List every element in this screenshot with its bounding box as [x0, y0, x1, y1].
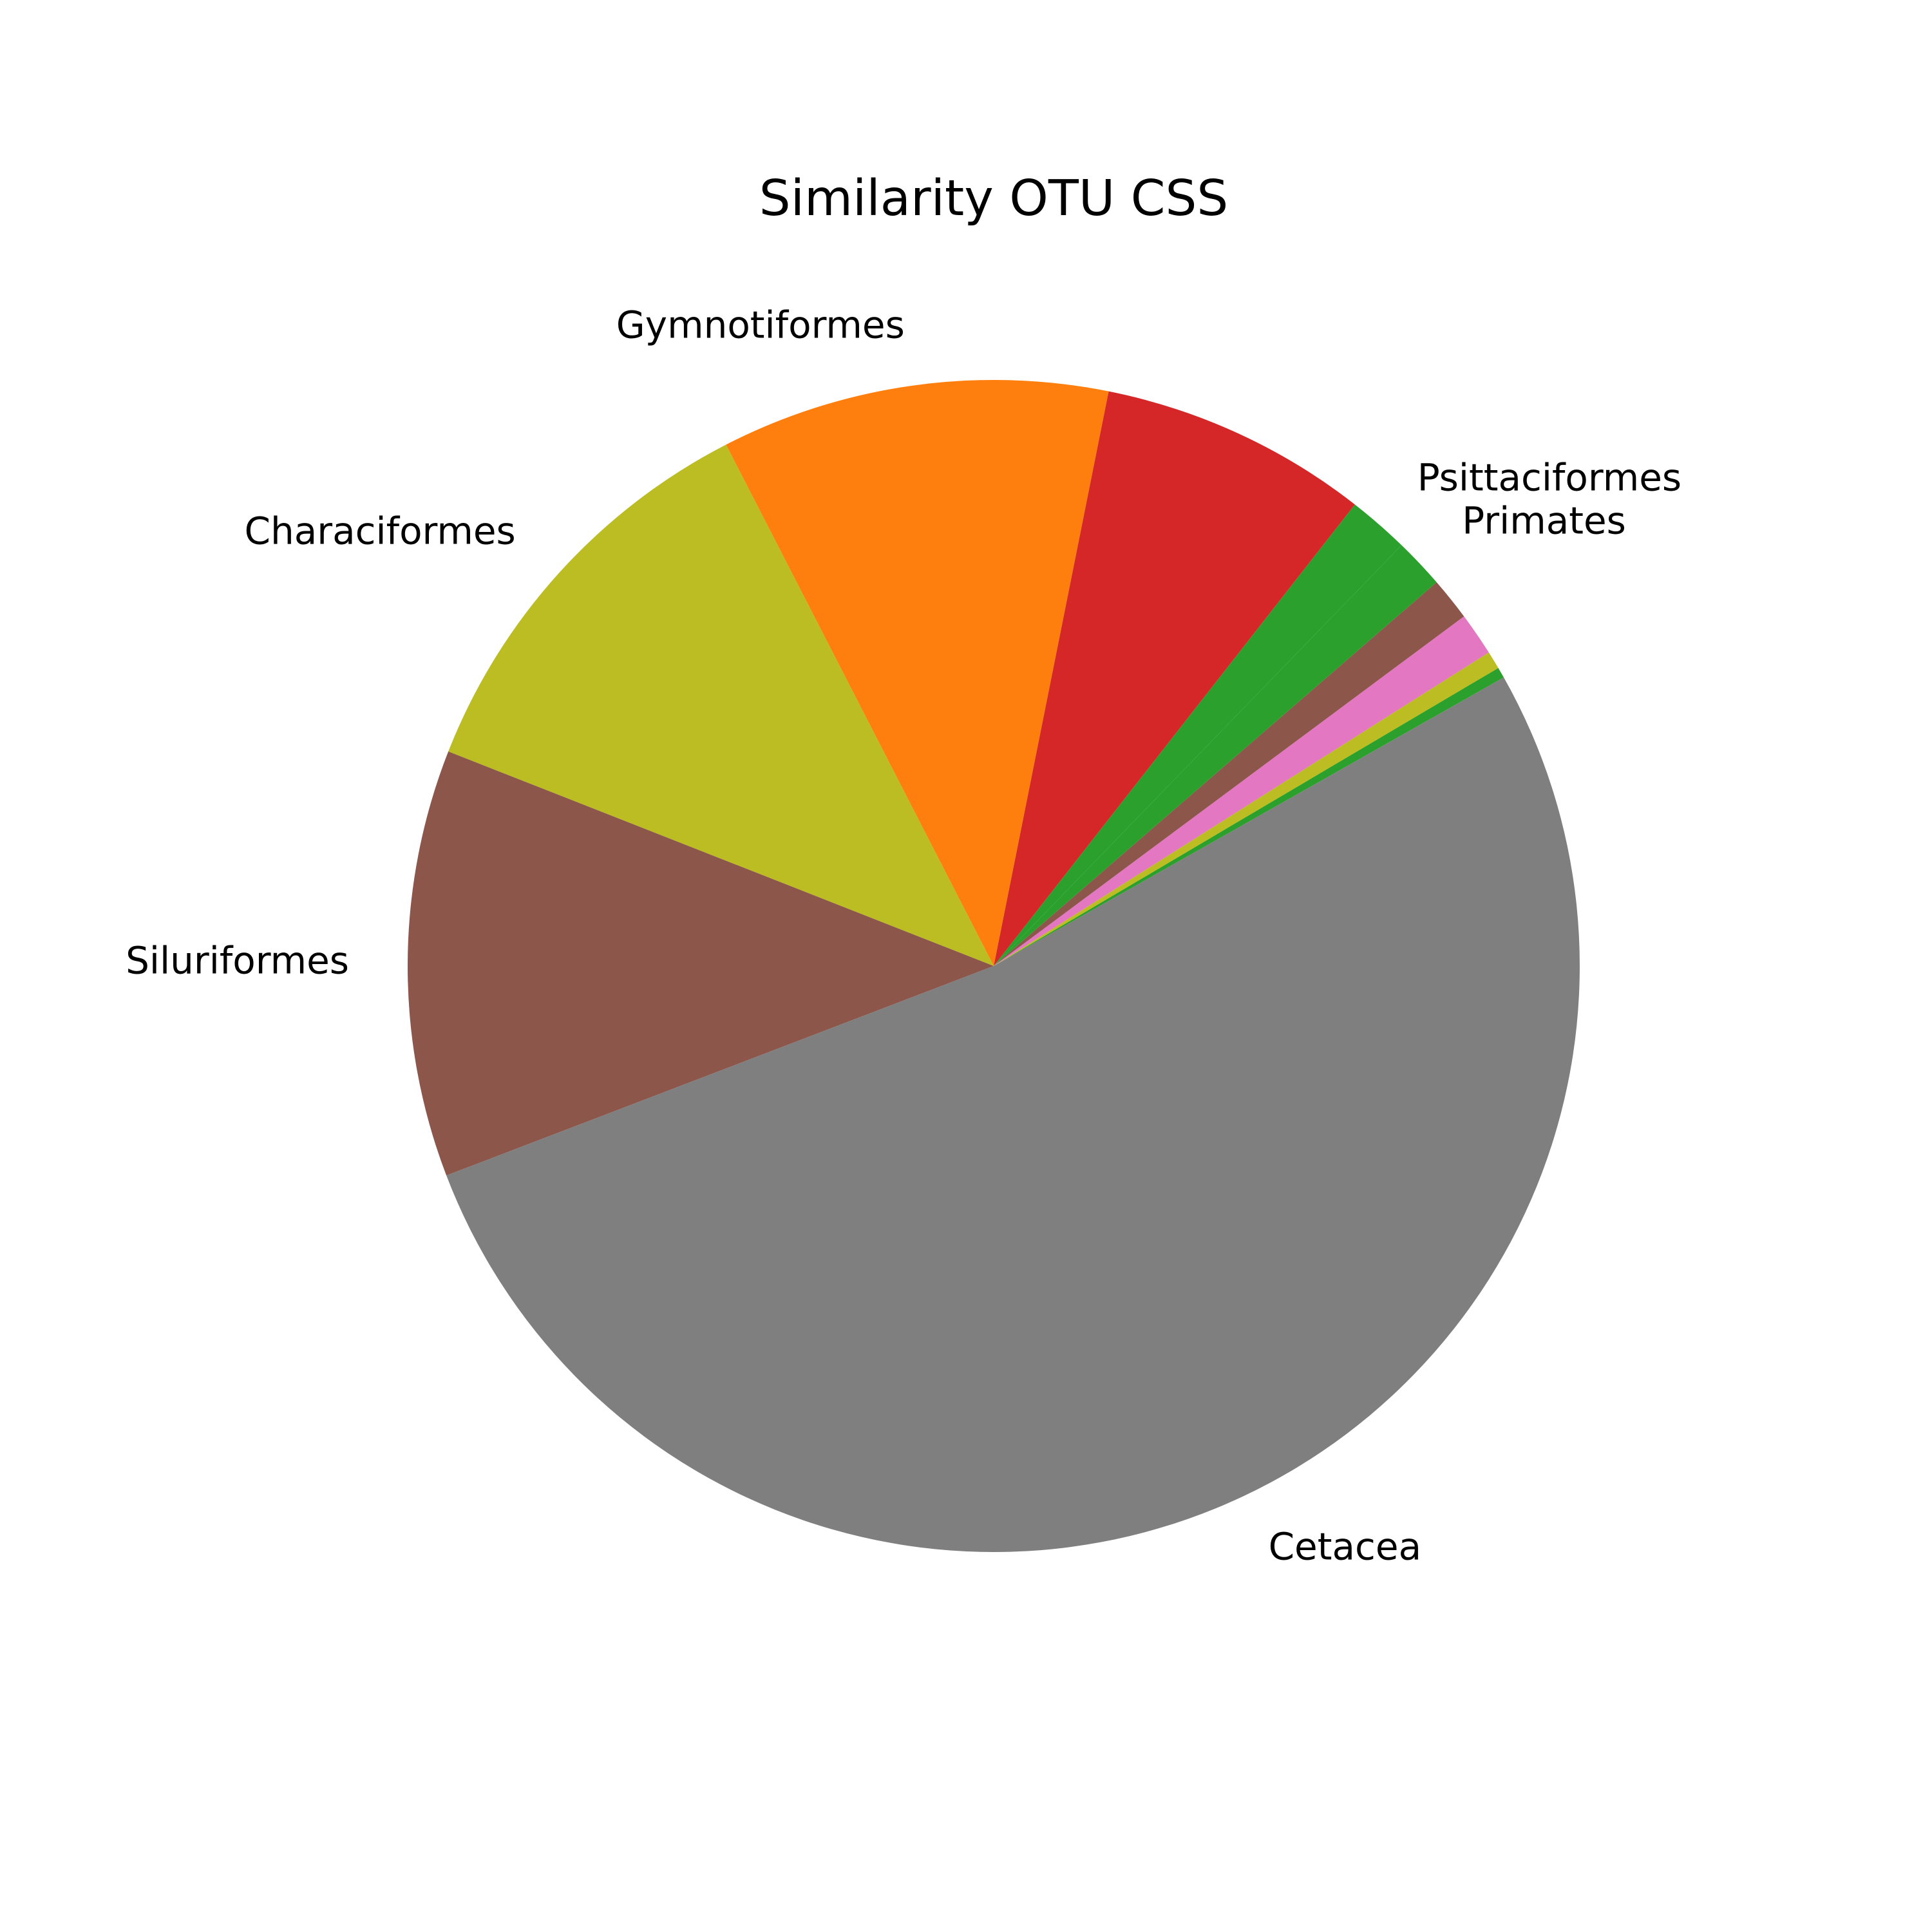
pie-slice-1 — [994, 652, 1499, 966]
slice-label-siluriformes: Siluriformes — [126, 939, 349, 983]
pie-slice-siluriformes — [408, 751, 994, 1176]
pie-slice-cetacea — [446, 677, 1580, 1552]
chart-title: Similarity OTU CSS — [759, 170, 1229, 227]
pie-slice-primates — [994, 545, 1437, 966]
slice-label-gymnotiformes: Gymnotiformes — [616, 303, 905, 347]
slice-label-characiformes: Characiformes — [244, 509, 515, 553]
slice-label-psittaciformes: Psittaciformes — [1417, 455, 1681, 499]
pie-slice-0 — [994, 668, 1504, 966]
pie-slice-3 — [994, 582, 1464, 966]
pie-slice-6 — [994, 391, 1355, 966]
pie-slices — [408, 380, 1580, 1552]
pie-slice-characiformes — [448, 444, 994, 966]
pie-slice-gymnotiformes — [726, 380, 1109, 966]
pie-slice-2 — [994, 616, 1489, 966]
slice-label-primates: Primates — [1462, 498, 1626, 542]
pie-slice-psittaciformes — [994, 504, 1402, 966]
slice-label-cetacea: Cetacea — [1269, 1525, 1422, 1569]
